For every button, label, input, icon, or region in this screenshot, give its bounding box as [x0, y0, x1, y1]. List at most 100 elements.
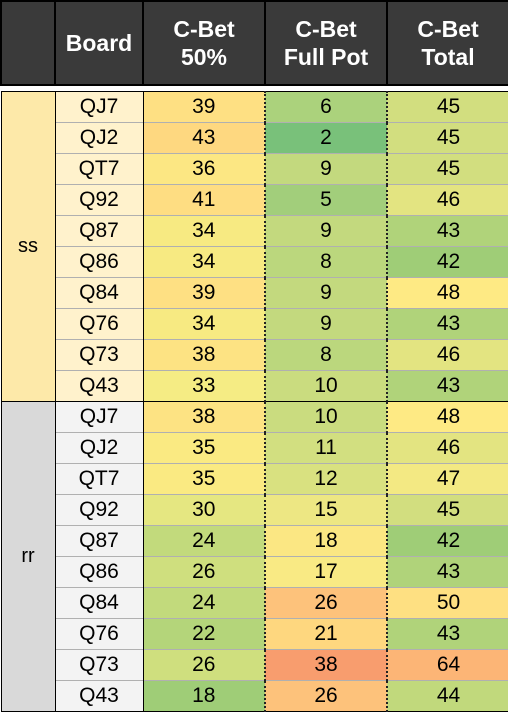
- table-body: ss QJ7 39 6 45 QJ2 43 2 45 QT7 36 9 45 Q92 41 5 46 Q87 34 9…: [0, 85, 508, 712]
- board-cell: Q84: [55, 276, 144, 308]
- table-row: Q84 39 9 48: [1, 276, 508, 308]
- cbet-full-pot-cell: 21: [265, 617, 388, 649]
- table-row: Q92 30 15 45: [1, 493, 508, 525]
- board-cell: Q92: [55, 493, 144, 525]
- header-cbet-50: C-Bet 50%: [142, 0, 266, 86]
- cbet-50-cell: 18: [143, 679, 266, 712]
- board-cell: Q87: [55, 214, 144, 246]
- header-group-blank: [0, 0, 56, 86]
- cbet-full-pot-cell: 10: [265, 400, 388, 432]
- board-cell: QT7: [55, 462, 144, 494]
- header-board: Board: [54, 0, 144, 86]
- cbet-total-cell: 46: [387, 183, 508, 215]
- cbet-50-cell: 30: [143, 493, 266, 525]
- cbet-total-cell: 46: [387, 338, 508, 370]
- table-row: QT7 35 12 47: [1, 462, 508, 494]
- cbet-full-pot-cell: 2: [265, 121, 388, 153]
- header-cbet-full-pot: C-Bet Full Pot: [264, 0, 388, 86]
- cbet-full-pot-cell: 8: [265, 338, 388, 370]
- cbet-total-cell: 48: [387, 276, 508, 308]
- header-gap: [1, 85, 508, 91]
- cbet-full-pot-cell: 5: [265, 183, 388, 215]
- table-row: Q43 18 26 44: [1, 679, 508, 712]
- cbet-50-cell: 41: [143, 183, 266, 215]
- cbet-full-pot-cell: 9: [265, 307, 388, 339]
- cbet-50-cell: 35: [143, 462, 266, 494]
- board-cell: QJ7: [55, 90, 144, 122]
- header-gap-cell: [1, 85, 508, 91]
- cbet-total-cell: 46: [387, 431, 508, 463]
- cbet-50-cell: 33: [143, 369, 266, 402]
- cbet-total-cell: 45: [387, 121, 508, 153]
- cbet-full-pot-cell: 18: [265, 524, 388, 556]
- board-cell: Q73: [55, 338, 144, 370]
- table-row: ss QJ7 39 6 45: [0, 90, 508, 402]
- table-row: QT7 36 9 45: [1, 152, 508, 184]
- cbet-full-pot-cell: 26: [265, 586, 388, 618]
- cbet-50-cell: 36: [143, 152, 266, 184]
- cbet-full-pot-cell: 6: [265, 90, 388, 122]
- table-row: Q92 41 5 46: [1, 183, 508, 215]
- cbet-50-cell: 24: [143, 524, 266, 556]
- cbet-full-pot-cell: 38: [265, 648, 388, 680]
- cbet-50-cell: 39: [143, 276, 266, 308]
- header-cbet-total-label: C-Bet Total: [417, 16, 479, 70]
- group-label-ss: ss: [0, 90, 56, 402]
- cbet-50-cell: 22: [143, 617, 266, 649]
- board-cell: QJ7: [55, 400, 144, 432]
- cbet-total-cell: 42: [387, 524, 508, 556]
- cbet-50-cell: 26: [143, 648, 266, 680]
- cbet-total-cell: 45: [387, 152, 508, 184]
- board-cell: Q92: [55, 183, 144, 215]
- cbet-50-cell: 34: [143, 245, 266, 277]
- board-cell: Q87: [55, 524, 144, 556]
- cbet-full-pot-cell: 17: [265, 555, 388, 587]
- board-cell: QJ2: [55, 431, 144, 463]
- header-cbet-full-label: C-Bet Full Pot: [283, 16, 369, 70]
- table-row: rr QJ7 38 10 48: [0, 400, 508, 712]
- table-row: Q86 34 8 42: [1, 245, 508, 277]
- header-row: Board C-Bet 50% C-Bet Full Pot C-Bet Tot…: [0, 0, 508, 86]
- cbet-50-cell: 34: [143, 214, 266, 246]
- cbet-full-pot-cell: 9: [265, 152, 388, 184]
- table-row: Q84 24 26 50: [1, 586, 508, 618]
- board-cell: QJ2: [55, 121, 144, 153]
- table-row: Q87 34 9 43: [1, 214, 508, 246]
- cbet-total-cell: 47: [387, 462, 508, 494]
- table-row: Q86 26 17 43: [1, 555, 508, 587]
- cbet-full-pot-cell: 8: [265, 245, 388, 277]
- board-cell: Q84: [55, 586, 144, 618]
- board-cell: Q86: [55, 555, 144, 587]
- cbet-full-pot-cell: 15: [265, 493, 388, 525]
- cbet-full-pot-cell: 11: [265, 431, 388, 463]
- header-cbet-total: C-Bet Total: [386, 0, 508, 86]
- board-cell: Q73: [55, 648, 144, 680]
- cbet-total-cell: 50: [387, 586, 508, 618]
- group-label-rr: rr: [0, 400, 56, 712]
- cbet-total-cell: 45: [387, 493, 508, 525]
- cbet-50-cell: 24: [143, 586, 266, 618]
- table-row: QJ2 35 11 46: [1, 431, 508, 463]
- cbet-total-cell: 44: [387, 679, 508, 712]
- cbet-full-pot-cell: 9: [265, 276, 388, 308]
- cbet-total-cell: 42: [387, 245, 508, 277]
- cbet-full-pot-cell: 9: [265, 214, 388, 246]
- cbet-50-cell: 38: [143, 400, 266, 432]
- cbet-50-cell: 39: [143, 90, 266, 122]
- board-cell: Q86: [55, 245, 144, 277]
- table-row: Q73 26 38 64: [1, 648, 508, 680]
- table-row: Q76 34 9 43: [1, 307, 508, 339]
- cbet-50-cell: 38: [143, 338, 266, 370]
- board-cell: Q76: [55, 307, 144, 339]
- cbet-full-pot-cell: 12: [265, 462, 388, 494]
- table-row: Q43 33 10 43: [1, 369, 508, 402]
- cbet-total-cell: 43: [387, 214, 508, 246]
- cbet-total-cell: 43: [387, 617, 508, 649]
- board-cell: Q43: [55, 369, 144, 402]
- table-row: Q87 24 18 42: [1, 524, 508, 556]
- table-row: QJ2 43 2 45: [1, 121, 508, 153]
- cbet-50-cell: 43: [143, 121, 266, 153]
- cbet-50-cell: 26: [143, 555, 266, 587]
- table-row: Q76 22 21 43: [1, 617, 508, 649]
